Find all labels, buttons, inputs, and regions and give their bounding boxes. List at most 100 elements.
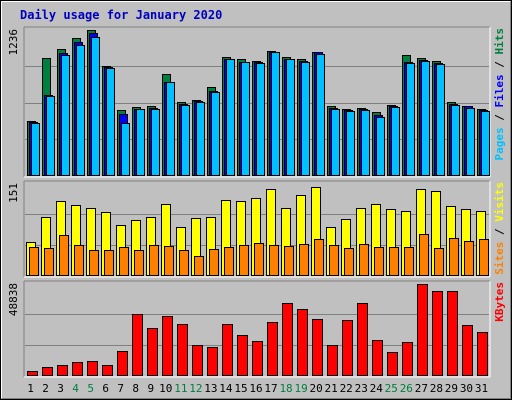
panel-hits-files-pages-ylabel: Pages / Files / Hits <box>493 28 506 161</box>
bar-sites-day-13 <box>209 249 219 276</box>
bar-pages-day-1 <box>31 123 40 176</box>
bar-sites-day-24 <box>374 247 384 276</box>
bar-kbytes-day-15 <box>237 335 248 376</box>
x-tick-label-day-26: 26 <box>400 382 413 395</box>
bar-pages-day-25 <box>391 107 400 176</box>
ylabel-part: Sites <box>493 242 506 275</box>
bar-kbytes-day-16 <box>252 341 263 376</box>
bar-pages-day-2 <box>46 96 55 176</box>
bar-pages-day-23 <box>361 110 370 176</box>
bar-sites-day-22 <box>344 248 354 276</box>
bar-pages-day-22 <box>346 111 355 176</box>
bar-sites-day-4 <box>74 245 84 276</box>
ylabel-part: Hits <box>493 28 506 55</box>
x-tick-label-day-5: 5 <box>87 382 94 395</box>
bar-pages-day-11 <box>181 105 190 176</box>
panel-visits-sites-ymax-label: 151 <box>7 183 20 203</box>
x-tick-label-day-6: 6 <box>102 382 109 395</box>
bar-pages-day-20 <box>316 54 325 176</box>
x-tick-label-day-7: 7 <box>117 382 124 395</box>
bar-sites-day-25 <box>389 247 399 276</box>
bar-sites-day-29 <box>449 238 459 276</box>
bar-pages-day-26 <box>406 63 415 176</box>
bar-pages-day-13 <box>211 92 220 176</box>
panel-kbytes-ymax-label: 48838 <box>7 283 20 316</box>
bar-kbytes-day-20 <box>312 319 323 376</box>
bar-pages-day-16 <box>256 63 265 176</box>
bar-pages-day-3 <box>61 55 70 176</box>
x-tick-label-day-19: 19 <box>294 382 307 395</box>
bar-kbytes-day-2 <box>42 367 53 376</box>
bar-pages-day-14 <box>226 59 235 176</box>
bar-sites-day-17 <box>269 245 279 276</box>
bar-sites-day-23 <box>359 244 369 276</box>
x-tick-label-day-28: 28 <box>430 382 443 395</box>
bar-pages-day-18 <box>286 59 295 176</box>
x-tick-label-day-10: 10 <box>159 382 172 395</box>
bar-kbytes-day-8 <box>132 314 143 376</box>
x-tick-label-day-3: 3 <box>57 382 64 395</box>
bar-pages-day-24 <box>376 117 385 176</box>
bar-kbytes-day-31 <box>477 332 488 376</box>
bar-pages-day-29 <box>451 105 460 176</box>
bar-kbytes-day-6 <box>102 365 113 376</box>
bar-pages-day-27 <box>421 61 430 176</box>
bar-sites-day-12 <box>194 256 204 276</box>
bar-kbytes-day-22 <box>342 320 353 376</box>
x-tick-label-day-20: 20 <box>310 382 323 395</box>
bar-kbytes-day-4 <box>72 362 83 376</box>
x-tick-label-day-17: 17 <box>264 382 277 395</box>
panel-kbytes-ylabel: KBytes <box>493 282 506 322</box>
bar-kbytes-day-7 <box>117 351 128 376</box>
bar-sites-day-30 <box>464 241 474 276</box>
x-tick-label-day-11: 11 <box>174 382 187 395</box>
bar-sites-day-20 <box>314 239 324 276</box>
bar-pages-day-6 <box>106 68 115 176</box>
bar-sites-day-1 <box>29 247 39 276</box>
bar-pages-day-28 <box>436 64 445 176</box>
x-tick-label-day-30: 30 <box>460 382 473 395</box>
chart-title: Daily usage for January 2020 <box>20 8 222 22</box>
bar-pages-day-15 <box>241 62 250 176</box>
bar-kbytes-day-11 <box>177 324 188 376</box>
bar-kbytes-day-29 <box>447 291 458 376</box>
bar-sites-day-9 <box>149 245 159 276</box>
bar-kbytes-day-3 <box>57 365 68 376</box>
bar-sites-day-19 <box>299 244 309 276</box>
bar-kbytes-day-24 <box>372 340 383 376</box>
bar-sites-day-3 <box>59 235 69 276</box>
bar-pages-day-4 <box>76 45 85 176</box>
bar-kbytes-day-5 <box>87 361 98 376</box>
bar-kbytes-day-26 <box>402 342 413 376</box>
x-tick-label-day-29: 29 <box>445 382 458 395</box>
bar-sites-day-16 <box>254 243 264 276</box>
bar-pages-day-17 <box>271 52 280 176</box>
x-tick-label-day-24: 24 <box>370 382 384 395</box>
x-tick-label-day-23: 23 <box>355 382 368 395</box>
x-tick-label-day-22: 22 <box>340 382 353 395</box>
bar-kbytes-day-27 <box>417 284 428 376</box>
bar-sites-day-27 <box>419 234 429 276</box>
bar-sites-day-21 <box>329 245 339 276</box>
bar-kbytes-day-19 <box>297 309 308 376</box>
bar-kbytes-day-23 <box>357 303 368 376</box>
bar-sites-day-10 <box>164 246 174 276</box>
x-tick-label-day-2: 2 <box>42 382 49 395</box>
bar-pages-day-12 <box>196 102 205 176</box>
bar-kbytes-day-1 <box>27 371 38 376</box>
bar-kbytes-day-12 <box>192 345 203 376</box>
x-tick-label-day-31: 31 <box>475 382 488 395</box>
bar-kbytes-day-30 <box>462 325 473 376</box>
bar-kbytes-day-10 <box>162 316 173 376</box>
ylabel-part: KBytes <box>493 282 506 322</box>
x-tick-label-day-16: 16 <box>249 382 262 395</box>
bar-sites-day-14 <box>224 247 234 276</box>
bar-sites-day-11 <box>179 250 189 276</box>
x-tick-label-day-13: 13 <box>204 382 217 395</box>
bar-kbytes-day-21 <box>327 345 338 376</box>
bar-sites-day-8 <box>134 250 144 276</box>
x-tick-label-day-27: 27 <box>415 382 428 395</box>
bar-pages-day-8 <box>136 109 145 176</box>
bar-sites-day-18 <box>284 246 294 276</box>
